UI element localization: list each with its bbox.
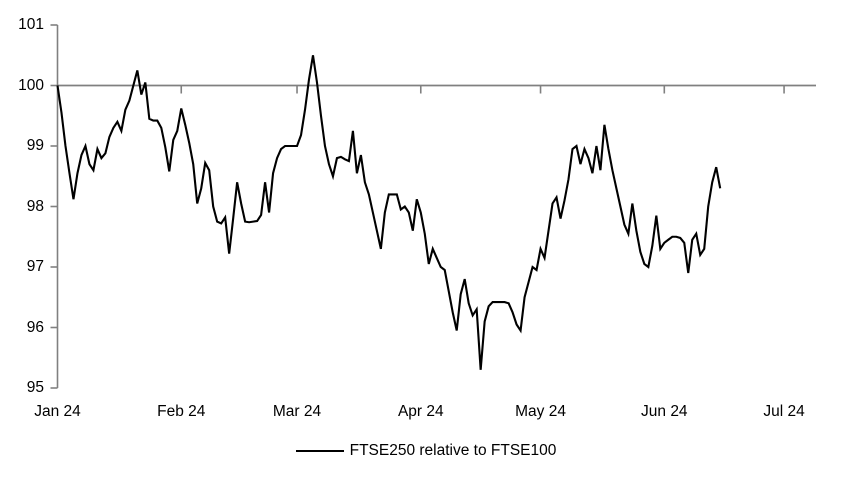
x-axis-tick-label: May 24	[515, 403, 566, 420]
y-axis-tick-marks	[50, 24, 58, 389]
x-axis-tick-label: Feb 24	[157, 403, 206, 420]
chart-legend: FTSE250 relative to FTSE100	[0, 443, 852, 459]
x-axis-tick-label: Jan 24	[34, 403, 81, 420]
y-axis-tick-label: 99	[26, 137, 44, 154]
legend-line-swatch	[295, 450, 344, 452]
x-axis-tick-marks	[180, 85, 785, 94]
y-axis-tick-label: 100	[18, 76, 44, 94]
y-axis-tick-label: 96	[26, 318, 44, 336]
axis-group	[50, 24, 816, 389]
y-axis-tick-label: 97	[26, 258, 44, 275]
series-line-ftse250-relative-to-ftse100	[56, 55, 722, 370]
x-axis-tick-label: Jul 24	[763, 403, 805, 420]
y-axis-tick-label: 101	[18, 16, 44, 33]
x-axis-tick-label: Mar 24	[272, 403, 322, 420]
y-axis-tick-label: 95	[26, 379, 44, 396]
legend-label: FTSE250 relative to FTSE100	[349, 442, 557, 459]
x-axis-tick-label: Apr 24	[397, 403, 444, 420]
y-axis-tick-label: 98	[26, 197, 44, 215]
data-series-group	[56, 55, 722, 370]
x-axis-tick-label: Jun 24	[641, 403, 688, 420]
